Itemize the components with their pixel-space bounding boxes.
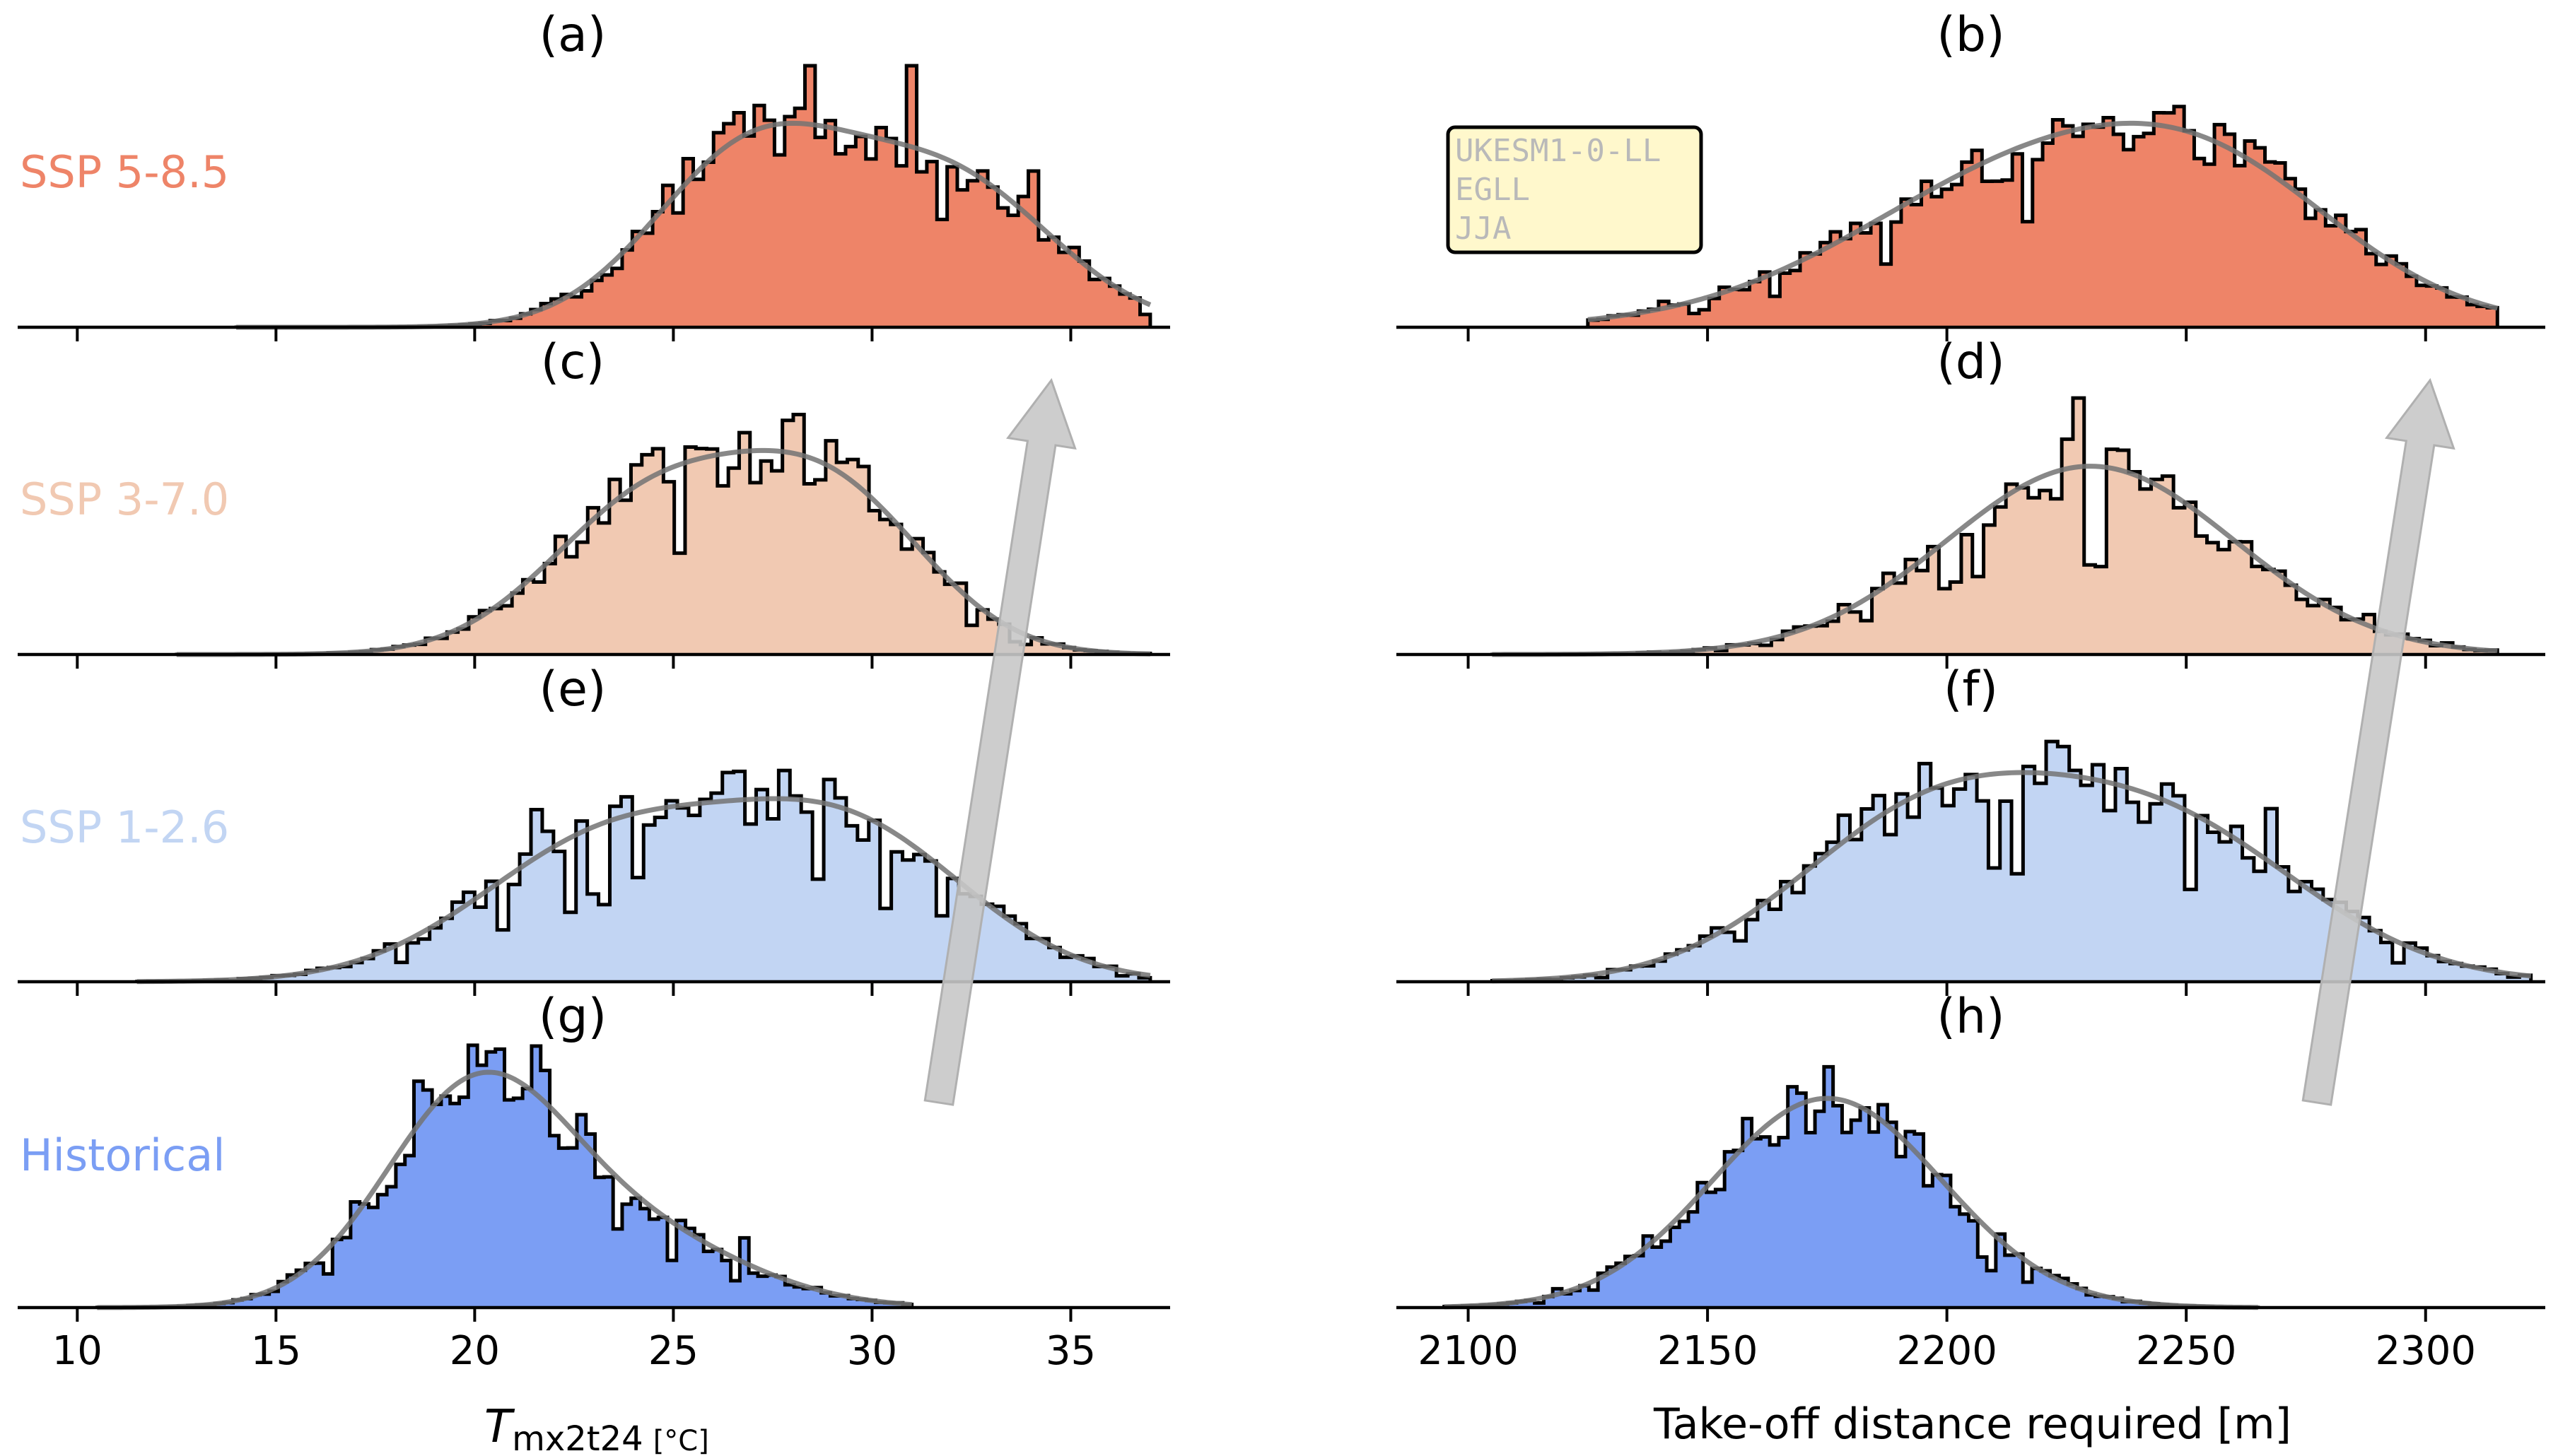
x-tick-label: 2150 bbox=[1657, 1328, 1758, 1374]
kde-distance-ssp370 bbox=[1492, 464, 2498, 657]
panels: (a) (c) (e) (g) 10 15 20 25 30 35 (b) (d) (f) (h) 2100… bbox=[18, 7, 2545, 1374]
hist-distance-ssp585-fill bbox=[1587, 106, 2498, 327]
x-axis-label-symbol: T bbox=[484, 1401, 515, 1453]
x-tick-label: 2100 bbox=[1418, 1328, 1519, 1374]
panel-title: (c) bbox=[541, 334, 605, 390]
kde-temperature-historical bbox=[97, 1069, 912, 1310]
panel-title: (a) bbox=[539, 7, 607, 63]
x-axis-label-distance: Take-off distance required [m] bbox=[1653, 1399, 2291, 1449]
x-axis-label-subscript: mx2t24 bbox=[512, 1419, 643, 1456]
row-label-ssp585: SSP 5-8.5 bbox=[20, 146, 229, 198]
model-info-box: UKESM1-0-LL EGLL JJA bbox=[1446, 125, 1703, 254]
x-tick-label: 2200 bbox=[1896, 1328, 1997, 1374]
panel-title: (g) bbox=[539, 989, 607, 1045]
panel-title: (d) bbox=[1937, 334, 2004, 390]
model-info-line-season: JJA bbox=[1455, 211, 1511, 247]
hist-temperature-ssp370-fill bbox=[176, 414, 1150, 654]
x-tick-label: 2300 bbox=[2375, 1328, 2476, 1374]
kde-distance-historical bbox=[1444, 1096, 2258, 1310]
panel-title: (f) bbox=[1944, 662, 1998, 717]
x-tick-label: 30 bbox=[847, 1328, 897, 1374]
x-tick-label: 10 bbox=[52, 1328, 103, 1374]
kde-distance-ssp585 bbox=[1587, 120, 2499, 322]
hist-temperature-ssp585-fill bbox=[236, 66, 1150, 327]
x-tick-label: 25 bbox=[648, 1328, 699, 1374]
model-info-box-frame bbox=[1446, 125, 1703, 254]
x-tick-label: 15 bbox=[251, 1328, 301, 1374]
row-label-ssp126: SSP 1-2.6 bbox=[20, 802, 229, 853]
row-label-historical: Historical bbox=[20, 1129, 225, 1181]
x-axis-label-unit: [°C] bbox=[653, 1425, 709, 1456]
panel-title: (b) bbox=[1937, 7, 2004, 63]
trend-arrow-temperature bbox=[923, 377, 1077, 1106]
model-info-line-station: EGLL bbox=[1455, 172, 1530, 208]
x-tick-label: 2250 bbox=[2136, 1328, 2237, 1374]
panel-title: (e) bbox=[539, 662, 607, 717]
x-axis-label-temperature: Tmx2t24 [°C] bbox=[484, 1401, 709, 1456]
panel-title: (h) bbox=[1937, 989, 2004, 1045]
x-tick-label: 35 bbox=[1046, 1328, 1096, 1374]
model-info-line-model: UKESM1-0-LL bbox=[1455, 133, 1661, 169]
x-tick-label: 20 bbox=[450, 1328, 500, 1374]
row-label-ssp370: SSP 3-7.0 bbox=[20, 474, 229, 525]
hist-distance-ssp126-fill bbox=[1492, 741, 2531, 982]
hist-temperature-historical-fill bbox=[97, 1045, 912, 1308]
trend-arrow-distance bbox=[2301, 377, 2455, 1106]
